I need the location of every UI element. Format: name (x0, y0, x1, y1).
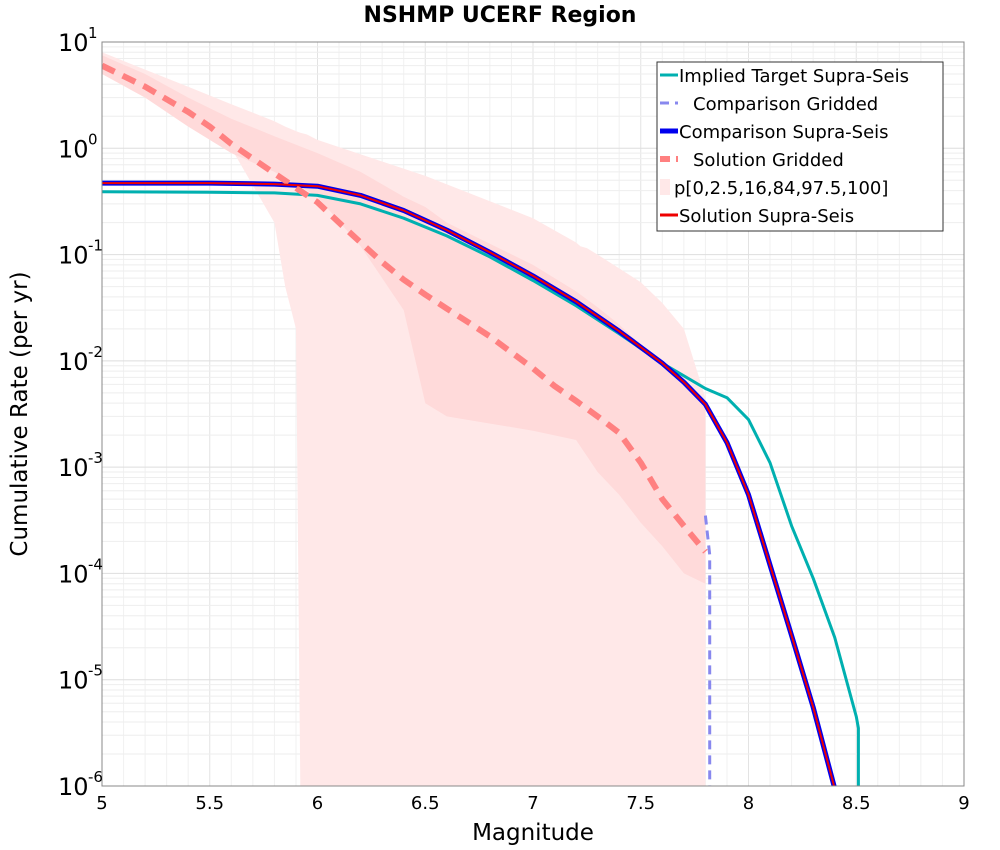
series-line-solution-supra-seis (102, 182, 836, 786)
y-tick-base: 10 (58, 454, 89, 482)
legend-label-solution-gridded: Solution Gridded (693, 150, 844, 171)
percentile-bands (102, 52, 706, 787)
x-tick-label: 9 (958, 793, 969, 814)
y-tick-exponent: -2 (88, 343, 103, 361)
plot-frame (101, 41, 965, 787)
y-axis-label: Cumulative Rate (per yr) (7, 271, 33, 556)
chart-title: NSHMP UCERF Region (364, 3, 637, 28)
y-tick-exponent: -6 (88, 768, 103, 786)
y-tick-label: 10 -1 (58, 237, 103, 270)
x-tick-label: 8 (743, 793, 754, 814)
legend: Implied Target Supra-Seis Comparison Grid… (656, 61, 944, 232)
y-tick-base: 10 (58, 667, 89, 695)
x-tick-label: 7 (527, 793, 538, 814)
y-tick-label: 10 1 (58, 24, 98, 57)
y-tick-exponent: 0 (88, 130, 98, 148)
y-tick-exponent: -1 (88, 237, 103, 255)
y-tick-base: 10 (58, 560, 89, 588)
series-line-solution-gridded (102, 62, 708, 554)
x-tick-label: 6 (312, 793, 323, 814)
y-tick-label: 10 0 (58, 130, 98, 163)
y-tick-exponent: 1 (88, 24, 98, 42)
x-axis-label: Magnitude (472, 820, 594, 846)
x-tick-label: 8.5 (842, 793, 871, 814)
y-tick-label: 10 -4 (58, 555, 103, 588)
x-tick-label: 5.5 (195, 793, 224, 814)
y-tick-base: 10 (58, 29, 89, 57)
y-tick-base: 10 (58, 135, 89, 163)
legend-label-p-0-2-5-16-84-97-5-100-: p[0,2.5,16,84,97.5,100] (674, 178, 888, 199)
y-tick-base: 10 (58, 348, 89, 376)
legend-label-implied-target-supra-seis: Implied Target Supra-Seis (679, 66, 909, 87)
legend-swatch-band (660, 179, 670, 195)
y-tick-label: 10 -2 (58, 343, 103, 376)
x-tick-label: 7.5 (626, 793, 655, 814)
percentile-band (102, 52, 706, 787)
x-tick-labels: 5 5.5 6 6.5 7 7.5 8 8.5 9 (96, 793, 969, 814)
x-tick-label: 6.5 (411, 793, 440, 814)
series-lines (102, 62, 860, 786)
y-tick-label: 10 -3 (58, 449, 103, 482)
x-tick-label: 5 (96, 793, 107, 814)
y-tick-base: 10 (58, 773, 89, 801)
y-tick-exponent: -5 (88, 662, 103, 680)
percentile-band (102, 55, 706, 584)
y-tick-label: 10 -6 (58, 768, 103, 801)
y-tick-exponent: -4 (88, 555, 103, 573)
y-tick-label: 10 -5 (58, 662, 103, 695)
legend-box (656, 61, 944, 232)
y-tick-base: 10 (58, 242, 89, 270)
legend-label-comparison-supra-seis: Comparison Supra-Seis (679, 122, 889, 143)
y-tick-exponent: -3 (88, 449, 103, 467)
legend-label-solution-supra-seis: Solution Supra-Seis (679, 206, 854, 227)
legend-label-comparison-gridded: Comparison Gridded (693, 94, 878, 115)
